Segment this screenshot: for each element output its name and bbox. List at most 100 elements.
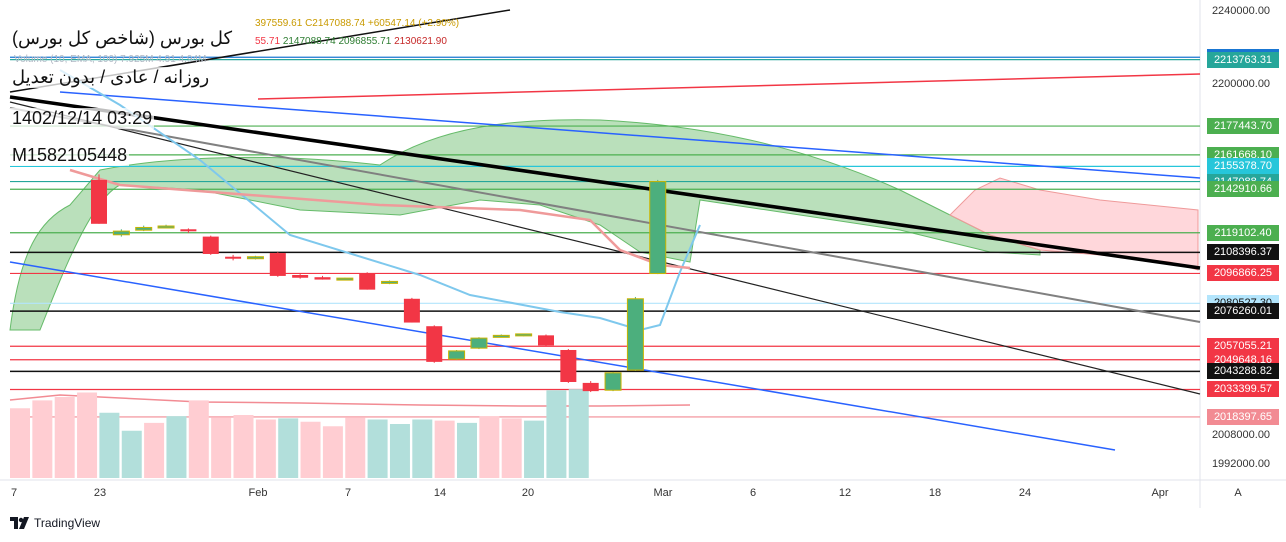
price-level-label: 2155378.70	[1207, 158, 1279, 175]
price-level-label: 2119102.40	[1207, 224, 1279, 241]
volume-bar	[121, 430, 142, 478]
candle	[269, 253, 286, 276]
price-tick: 2240000.00	[1211, 4, 1271, 17]
volume-bar	[278, 418, 299, 478]
tradingview-logo[interactable]: TradingView	[10, 516, 100, 530]
price-level-label: 2177443.70	[1207, 118, 1279, 135]
indicator-legend: 55.71 2147088.74 2096855.71 2130621.90	[255, 36, 447, 47]
volume-bar	[166, 416, 187, 478]
time-tick: 12	[838, 487, 852, 499]
price-tick: 1992000.00	[1211, 458, 1271, 471]
volume-bar	[10, 408, 30, 478]
candle	[515, 333, 533, 337]
chart-subtitle: روزانه / عادی / بدون تعدیل	[10, 67, 212, 88]
volume-bar	[479, 416, 500, 478]
indicator-value-c: 2096855.71	[338, 36, 392, 47]
volume-bar	[412, 419, 433, 478]
candle	[202, 236, 219, 254]
candle	[112, 230, 130, 236]
volume-bar	[77, 392, 98, 478]
time-tick: 14	[433, 487, 447, 499]
candle	[448, 350, 466, 360]
time-tick: Apr	[1151, 487, 1169, 499]
price-level-label: 2142910.66	[1207, 181, 1279, 198]
candle	[292, 275, 309, 278]
time-tick: 6	[749, 487, 757, 499]
chart-datetime: 1402/12/14 03:29	[10, 108, 155, 129]
volume-bar	[501, 418, 522, 478]
resistance-trendline-blue	[59, 91, 1201, 179]
price-level-label: 2057055.21	[1207, 338, 1279, 355]
ichimoku-cloud-bullish	[9, 119, 1041, 331]
ohlc-legend: 397559.61 C2147088.74 +60547.14 (+2.90%)	[255, 18, 459, 29]
volume-bar	[457, 422, 477, 478]
price-level-label: 2213763.31	[1207, 51, 1279, 68]
price-level-label: 2033399.57	[1207, 381, 1279, 398]
volume-bar	[233, 415, 254, 478]
time-tick: 23	[93, 487, 107, 499]
price-level-label: 2108396.37	[1207, 244, 1279, 261]
volume-bar	[211, 417, 232, 478]
candle	[359, 273, 376, 290]
price-tick: 2200000.00	[1211, 77, 1271, 90]
volume-bar	[345, 417, 366, 478]
time-tick: 7	[344, 487, 352, 499]
price-level-label: 2096866.25	[1207, 265, 1279, 282]
time-tick: Feb	[248, 487, 268, 499]
volume-bar	[144, 422, 165, 478]
tradingview-brand: TradingView	[34, 516, 101, 530]
candle	[246, 256, 264, 260]
volume-bar	[434, 420, 455, 478]
kijun-line	[69, 168, 691, 270]
volume-bar	[524, 420, 545, 478]
candle	[135, 226, 153, 231]
candle	[157, 225, 175, 229]
price-level-label: 2076260.01	[1207, 303, 1279, 320]
candle	[403, 298, 420, 323]
price-level-label: 2018397.65	[1207, 408, 1279, 425]
trendline-gray	[9, 107, 1201, 323]
trendline-red	[257, 73, 1201, 100]
candle	[91, 179, 107, 224]
chart-title: کل بورس (شاخص کل بورس)	[10, 28, 235, 49]
volume-bar	[188, 400, 209, 478]
candle	[582, 382, 599, 392]
candle	[336, 277, 354, 281]
volume-bar	[54, 397, 75, 478]
price-tick: 2008000.00	[1211, 428, 1271, 441]
main-trendline-black	[9, 95, 1201, 270]
candle	[560, 349, 577, 382]
volume-bar	[300, 421, 321, 478]
volume-bar	[99, 412, 120, 478]
time-tick: 18	[928, 487, 942, 499]
indicator-value-b: 2147088.74	[282, 36, 336, 47]
candle	[538, 335, 554, 346]
volume-bar	[568, 389, 589, 478]
chart-code: M1582105448	[10, 145, 130, 166]
time-tick: 24	[1018, 487, 1032, 499]
time-tick: 7	[10, 487, 18, 499]
indicator-value-d: 2130621.90	[394, 36, 447, 47]
ichimoku-cloud-bearish	[949, 177, 1199, 271]
ohlc-close: C2147088.74	[305, 18, 366, 29]
time-tick: Mar	[653, 487, 673, 499]
auto-scale-button[interactable]: A	[1234, 487, 1242, 499]
indicator-value-a: 55.71	[255, 36, 281, 47]
candle	[492, 334, 510, 338]
candle	[604, 372, 622, 391]
volume-bar	[389, 424, 410, 478]
tradingview-icon	[10, 517, 29, 529]
ohlc-change: +60547.14 (+2.90%)	[367, 18, 460, 29]
price-level-label: 2043288.82	[1207, 363, 1279, 380]
candle	[314, 277, 331, 280]
tenkan-line	[59, 69, 701, 332]
candle	[426, 326, 443, 362]
time-tick: 20	[521, 487, 535, 499]
volume-bar	[367, 419, 388, 478]
candle	[626, 298, 644, 371]
candle	[180, 229, 197, 232]
volume-legend: Volume (10, EMA, 100) 7.925M 4.91 4.94M	[14, 54, 207, 65]
volume-bar	[255, 419, 276, 478]
candle	[381, 280, 399, 284]
